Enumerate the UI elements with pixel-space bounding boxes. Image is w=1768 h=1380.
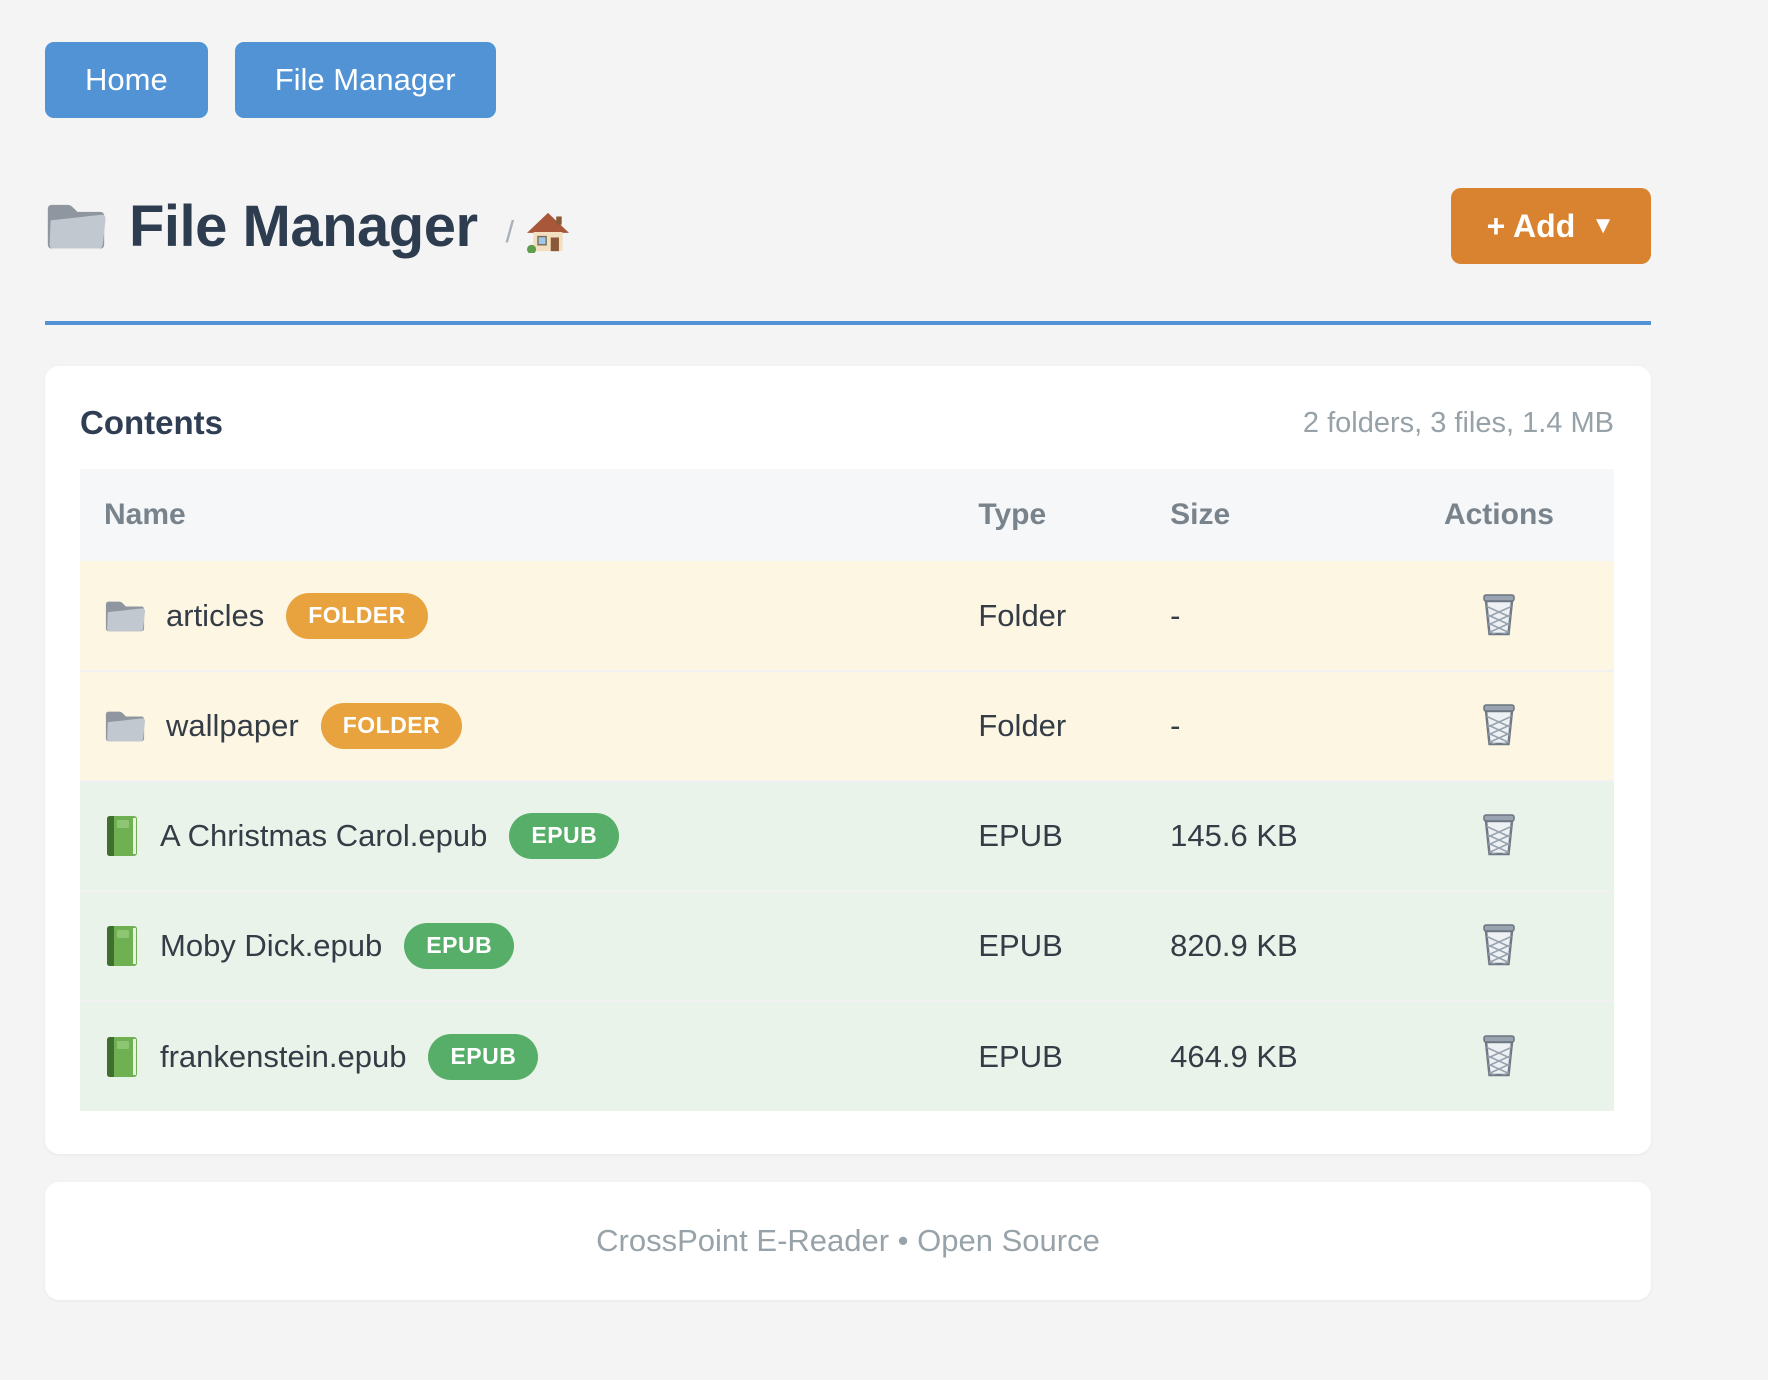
header-divider <box>45 321 1651 325</box>
book-icon <box>107 1036 137 1077</box>
contents-card-header: Contents 2 folders, 3 files, 1.4 MB <box>80 404 1614 442</box>
column-header-actions: Actions <box>1383 469 1614 561</box>
type-cell: Folder <box>978 597 1067 633</box>
breadcrumb-separator: / <box>505 214 515 249</box>
footer-text: CrossPoint E-Reader • Open Source <box>596 1223 1100 1258</box>
delete-button[interactable] <box>1471 1028 1527 1082</box>
chevron-down-icon: ▼ <box>1591 212 1615 239</box>
type-cell: EPUB <box>954 890 1147 1001</box>
add-button[interactable]: + Add ▼ <box>1450 188 1651 264</box>
file-name[interactable]: frankenstein.epub <box>160 1038 407 1074</box>
column-header-type: Type <box>954 469 1147 561</box>
contents-title: Contents <box>80 404 223 441</box>
table-row[interactable]: wallpaper FOLDER Folder - <box>80 670 1614 781</box>
book-icon <box>107 926 137 966</box>
folder-icon <box>105 711 146 742</box>
folder-icon <box>47 204 106 249</box>
size-cell: 464.9 KB <box>1146 1000 1384 1111</box>
add-button-label: + Add <box>1486 207 1576 244</box>
nav-file-manager-button[interactable]: File Manager <box>234 42 496 118</box>
table-row[interactable]: articles FOLDER Folder - <box>80 561 1614 671</box>
nav-home-button[interactable]: Home <box>45 42 208 118</box>
folder-icon <box>105 601 146 631</box>
table-row[interactable]: Moby Dick.epub EPUB EPUB 820.9 KB <box>80 890 1614 1001</box>
book-icon <box>107 816 137 856</box>
delete-button[interactable] <box>1471 697 1527 751</box>
folder-name[interactable]: wallpaper <box>166 708 299 743</box>
page: Home File Manager File Manager / + Add ▼ <box>45 0 1651 1300</box>
file-table: Name Type Size Actions articles FOLDER <box>80 469 1614 1111</box>
delete-button[interactable] <box>1471 587 1527 641</box>
delete-button[interactable] <box>1471 807 1527 861</box>
size-cell: - <box>1146 670 1384 781</box>
home-icon[interactable] <box>526 211 570 253</box>
page-title: File Manager <box>129 193 478 259</box>
file-name[interactable]: Moby Dick.epub <box>160 928 383 963</box>
size-cell: 820.9 KB <box>1146 890 1384 1001</box>
type-cell: EPUB <box>954 780 1147 891</box>
type-badge: EPUB <box>509 813 620 859</box>
type-badge: EPUB <box>428 1033 539 1080</box>
table-row[interactable]: frankenstein.epub EPUB EPUB 464.9 KB <box>80 1000 1614 1111</box>
type-cell: Folder <box>954 670 1147 781</box>
table-row[interactable]: A Christmas Carol.epub EPUB EPUB 145.6 K… <box>80 780 1614 891</box>
delete-button[interactable] <box>1471 917 1527 971</box>
size-cell: 145.6 KB <box>1146 780 1384 891</box>
nav-home-label: Home <box>85 62 168 97</box>
title-wrap: File Manager / <box>45 193 570 260</box>
type-badge: FOLDER <box>320 703 463 749</box>
file-table-header: Name Type Size Actions <box>80 469 1614 561</box>
column-header-name: Name <box>80 469 955 561</box>
footer: CrossPoint E-Reader • Open Source <box>45 1182 1651 1300</box>
column-header-size: Size <box>1146 469 1384 561</box>
type-badge: FOLDER <box>286 592 428 639</box>
type-badge: EPUB <box>404 923 515 969</box>
page-header: File Manager / + Add ▼ <box>45 188 1651 264</box>
top-nav: Home File Manager <box>45 0 1651 118</box>
type-cell: EPUB <box>954 1000 1147 1111</box>
contents-card: Contents 2 folders, 3 files, 1.4 MB Name… <box>45 366 1651 1154</box>
trash-icon <box>1483 814 1515 856</box>
trash-icon <box>1483 593 1515 635</box>
trash-icon <box>1483 924 1515 966</box>
nav-file-manager-label: File Manager <box>274 62 456 97</box>
contents-summary: 2 folders, 3 files, 1.4 MB <box>1302 406 1614 439</box>
file-name[interactable]: A Christmas Carol.epub <box>160 818 488 853</box>
folder-name[interactable]: articles <box>166 597 265 633</box>
trash-icon <box>1483 1034 1515 1076</box>
trash-icon <box>1483 704 1515 746</box>
size-cell: - <box>1170 597 1181 633</box>
